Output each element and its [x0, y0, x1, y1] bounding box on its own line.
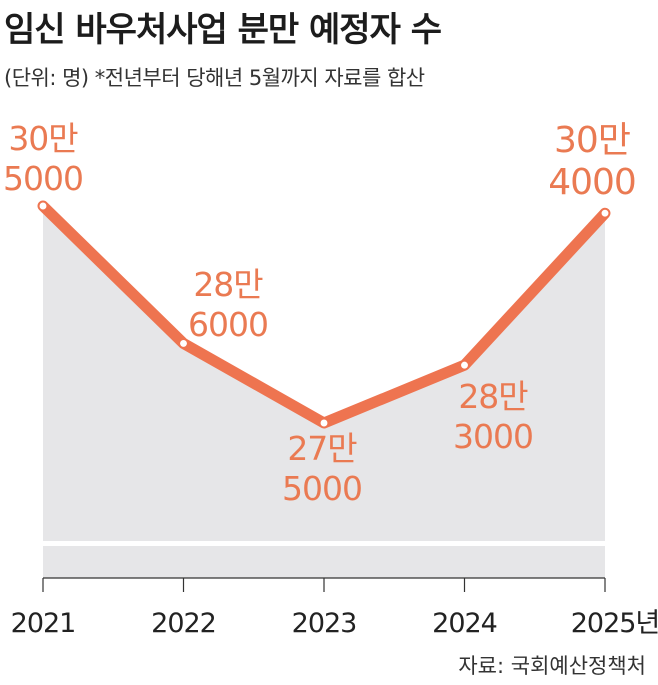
data-point: [319, 418, 329, 428]
data-label: 27만: [287, 429, 357, 468]
x-tick-label: 2025년: [571, 608, 658, 639]
data-point: [600, 208, 610, 219]
data-point: [38, 201, 48, 211]
data-label: 30만: [8, 119, 78, 158]
data-label: 5000: [282, 469, 362, 508]
x-tick-labels: 2021 2022 2023 2024 2025년: [11, 608, 658, 639]
data-label: 28만: [458, 377, 528, 416]
area-fill-upper: [43, 206, 605, 541]
chart-subtitle: (단위: 명) *전년부터 당해년 5월까지 자료를 합산: [4, 66, 425, 90]
data-label: 4000: [548, 162, 636, 203]
data-point: [459, 360, 470, 371]
x-tick-label: 2021: [11, 608, 76, 639]
area-fill-lower: [43, 546, 605, 578]
data-label: 5000: [3, 159, 83, 198]
source-note: 자료: 국회예산정책처: [458, 654, 646, 678]
x-tick-marks: [42, 578, 606, 592]
data-label: 3000: [453, 417, 533, 456]
data-label: 30만: [554, 120, 630, 161]
data-label: 28만: [193, 265, 263, 304]
x-tick-label: 2023: [292, 608, 357, 639]
x-tick-label: 2024: [432, 608, 497, 639]
data-point: [178, 338, 189, 349]
data-label: 6000: [188, 305, 268, 344]
x-tick-label: 2022: [151, 608, 216, 639]
chart-title: 임신 바우처사업 분만 예정자 수: [4, 10, 442, 50]
data-points: [38, 201, 610, 428]
